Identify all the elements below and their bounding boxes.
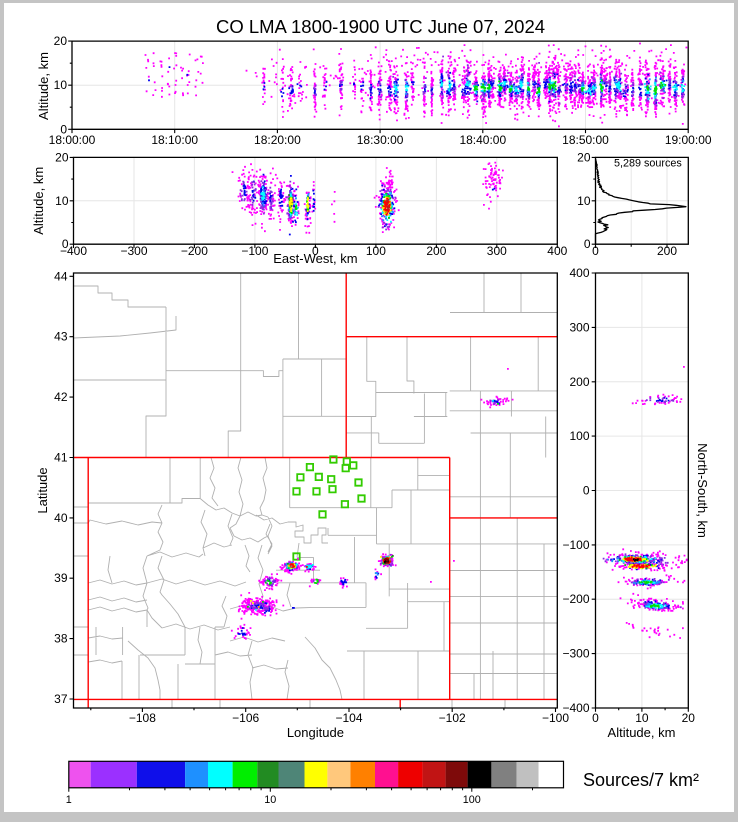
svg-text:−108: −108 [129, 711, 156, 725]
svg-text:Altitude, km: Altitude, km [31, 167, 46, 235]
svg-text:−102: −102 [439, 711, 466, 725]
svg-text:East-West, km: East-West, km [273, 251, 357, 266]
svg-text:0: 0 [592, 244, 599, 258]
svg-text:37: 37 [54, 692, 68, 706]
svg-text:−104: −104 [335, 711, 362, 725]
svg-text:18:10:00: 18:10:00 [151, 133, 198, 147]
svg-text:100: 100 [569, 429, 589, 443]
svg-text:100: 100 [463, 794, 481, 806]
svg-text:20: 20 [55, 150, 69, 164]
svg-text:Longitude: Longitude [287, 725, 344, 740]
svg-text:20: 20 [577, 150, 591, 164]
svg-text:200: 200 [657, 244, 677, 258]
svg-text:−106: −106 [232, 711, 259, 725]
svg-text:300: 300 [487, 244, 507, 258]
svg-text:20: 20 [682, 711, 696, 725]
svg-text:19:00:00: 19:00:00 [665, 133, 712, 147]
svg-text:Sources/7 km²: Sources/7 km² [583, 770, 699, 790]
svg-text:CO LMA 1800-1900 UTC June 07,: CO LMA 1800-1900 UTC June 07, 2024 [216, 16, 545, 37]
svg-text:44: 44 [54, 269, 68, 283]
svg-text:100: 100 [366, 244, 386, 258]
svg-text:−400: −400 [60, 244, 87, 258]
svg-text:0: 0 [312, 244, 319, 258]
svg-text:38: 38 [54, 632, 68, 646]
svg-text:0: 0 [62, 237, 69, 251]
svg-text:North-South, km: North-South, km [695, 443, 710, 538]
svg-text:Altitude, km: Altitude, km [608, 725, 676, 740]
svg-text:43: 43 [54, 330, 68, 344]
svg-text:−400: −400 [562, 701, 589, 715]
svg-text:Latitude: Latitude [35, 467, 50, 513]
svg-text:−100: −100 [562, 538, 589, 552]
svg-text:0: 0 [584, 237, 591, 251]
svg-text:18:20:00: 18:20:00 [254, 133, 301, 147]
svg-text:18:50:00: 18:50:00 [562, 133, 609, 147]
svg-text:18:30:00: 18:30:00 [357, 133, 404, 147]
svg-text:10: 10 [264, 794, 276, 806]
svg-text:−300: −300 [120, 244, 147, 258]
svg-text:5,289 sources: 5,289 sources [614, 158, 682, 170]
svg-text:Altitude, km: Altitude, km [36, 52, 51, 120]
svg-text:200: 200 [426, 244, 446, 258]
svg-text:0: 0 [592, 711, 599, 725]
svg-text:−100: −100 [241, 244, 268, 258]
svg-text:10: 10 [577, 194, 591, 208]
svg-text:−100: −100 [542, 711, 569, 725]
svg-text:−300: −300 [562, 647, 589, 661]
svg-text:39: 39 [54, 571, 68, 585]
svg-text:0: 0 [60, 122, 67, 136]
svg-text:0: 0 [583, 484, 590, 498]
svg-text:40: 40 [54, 511, 68, 525]
svg-text:42: 42 [54, 390, 68, 404]
svg-text:400: 400 [569, 266, 589, 280]
svg-text:18:40:00: 18:40:00 [459, 133, 506, 147]
svg-text:−200: −200 [562, 592, 589, 606]
svg-text:18:00:00: 18:00:00 [49, 133, 96, 147]
svg-text:1: 1 [66, 794, 72, 806]
svg-text:10: 10 [54, 78, 68, 92]
svg-text:300: 300 [569, 320, 589, 334]
svg-text:−200: −200 [181, 244, 208, 258]
svg-text:20: 20 [54, 34, 68, 48]
svg-text:10: 10 [55, 194, 69, 208]
svg-text:200: 200 [569, 375, 589, 389]
svg-text:10: 10 [635, 711, 649, 725]
svg-text:41: 41 [54, 451, 68, 465]
svg-text:400: 400 [547, 244, 567, 258]
